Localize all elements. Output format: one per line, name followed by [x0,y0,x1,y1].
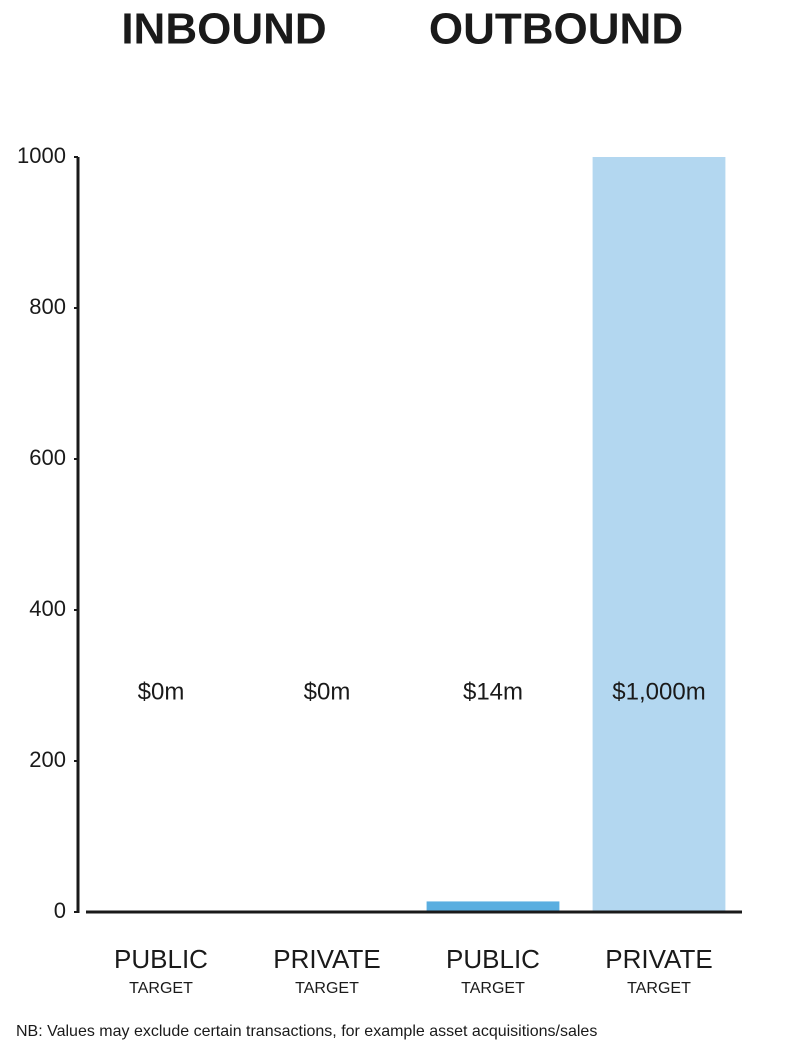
y-tick-label: 400 [29,596,66,621]
x-tick-sublabel: TARGET [627,980,691,997]
y-tick-label: 1000 [17,143,66,168]
group-header: INBOUND [121,5,326,54]
x-tick-sublabel: TARGET [461,980,525,997]
x-tick-label: PRIVATE [273,944,380,974]
x-tick-label: PUBLIC [446,944,540,974]
value-label: $0m [138,678,185,705]
y-tick-label: 600 [29,445,66,470]
bar [592,157,726,912]
group-header: OUTBOUND [429,5,683,54]
value-label: $0m [304,678,351,705]
value-label: $1,000m [612,678,705,705]
x-tick-sublabel: TARGET [129,980,193,997]
value-label: $14m [463,678,523,705]
bar [426,901,560,912]
x-tick-label: PUBLIC [114,944,208,974]
x-tick-sublabel: TARGET [295,980,359,997]
footnote: NB: Values may exclude certain transacti… [16,1023,597,1040]
y-tick-label: 200 [29,747,66,772]
x-tick-label: PRIVATE [605,944,712,974]
y-tick-label: 800 [29,294,66,319]
y-tick-label: 0 [54,898,66,923]
